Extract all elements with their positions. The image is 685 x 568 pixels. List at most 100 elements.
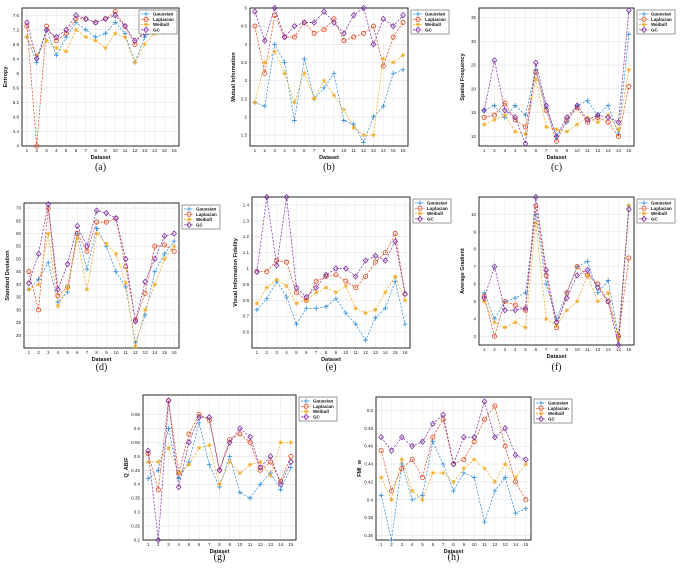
data-point xyxy=(502,325,508,330)
data-point xyxy=(616,127,621,132)
y-tick-label: 1 xyxy=(246,266,249,271)
data-point xyxy=(323,304,329,310)
data-point xyxy=(419,474,425,480)
data-point xyxy=(45,260,51,266)
data-point xyxy=(450,460,457,468)
x-tick-label: 9 xyxy=(335,350,338,355)
x-tick-label: 7 xyxy=(442,542,445,547)
data-point xyxy=(284,259,290,265)
data-point xyxy=(523,112,528,118)
data-point xyxy=(419,438,426,445)
data-point xyxy=(206,414,213,421)
panel-caption: (f) xyxy=(552,362,562,373)
data-point xyxy=(370,23,376,29)
legend-marker xyxy=(186,206,192,212)
x-tick-label: 14 xyxy=(152,148,158,153)
y-tick-label: 35 xyxy=(471,15,477,20)
data-point xyxy=(288,440,294,445)
data-point xyxy=(512,320,518,325)
data-point xyxy=(616,133,622,139)
x-tick-label: 2 xyxy=(493,347,496,352)
data-point xyxy=(512,103,518,108)
data-point xyxy=(34,60,40,65)
x-tick-label: 9 xyxy=(463,542,466,547)
x-tick-label: 2 xyxy=(37,350,40,355)
data-point xyxy=(24,19,30,26)
x-tick-label: 3 xyxy=(47,350,50,355)
y-tick-label: 0.25 xyxy=(131,524,140,529)
y-tick-label: 0.2 xyxy=(134,538,141,543)
data-point xyxy=(392,238,399,245)
data-point xyxy=(162,256,167,262)
data-point xyxy=(492,488,498,494)
data-point xyxy=(400,67,406,73)
data-point xyxy=(502,443,508,449)
legend-label: Laplacian xyxy=(548,406,569,411)
data-point xyxy=(166,445,171,451)
data-point xyxy=(461,457,467,463)
legend-label: Weibull xyxy=(651,211,667,216)
x-tick-label: 7 xyxy=(545,347,548,352)
data-point xyxy=(440,411,447,419)
data-point xyxy=(196,445,202,451)
y-tick-label: 5.6 xyxy=(13,85,20,90)
x-tick-label: 3 xyxy=(504,148,507,153)
data-point xyxy=(103,31,108,36)
data-point xyxy=(512,306,519,314)
data-point xyxy=(378,492,384,498)
data-point xyxy=(55,303,61,309)
x-tick-label: 3 xyxy=(275,350,278,355)
series-gc xyxy=(254,193,408,301)
data-point xyxy=(402,290,408,298)
legend-label: Weibull xyxy=(425,22,441,27)
x-tick-label: 14 xyxy=(383,350,389,355)
data-point xyxy=(155,487,161,493)
x-tick-label: 1 xyxy=(28,350,31,355)
x-tick-label: 10 xyxy=(113,148,119,153)
data-point xyxy=(502,425,509,432)
data-point xyxy=(361,30,367,36)
legend-label: GC xyxy=(425,28,433,33)
y-tick-label: 35 xyxy=(16,295,22,300)
legend-marker xyxy=(186,211,192,217)
data-point xyxy=(254,301,260,306)
legend-marker xyxy=(417,205,423,211)
x-tick-label: 10 xyxy=(472,542,478,547)
data-point xyxy=(461,466,467,471)
x-tick-label: 8 xyxy=(94,148,97,153)
x-tick-label: 9 xyxy=(104,148,107,153)
series-weibull xyxy=(145,440,294,487)
x-tick-label: 16 xyxy=(403,350,409,355)
data-point xyxy=(605,278,611,283)
data-point xyxy=(481,398,488,405)
y-tick-label: 0.8 xyxy=(243,298,250,303)
data-point xyxy=(43,26,50,33)
data-point xyxy=(409,497,415,503)
data-point xyxy=(264,285,270,290)
data-point xyxy=(33,55,40,63)
legend-marker xyxy=(538,415,544,423)
data-point xyxy=(142,34,148,40)
data-point xyxy=(113,31,118,36)
x-tick-label: 13 xyxy=(606,148,612,153)
x-tick-label: 12 xyxy=(492,542,498,547)
axes-frame xyxy=(375,396,532,541)
y-tick-label: 2.5 xyxy=(241,96,248,101)
data-point xyxy=(380,63,386,69)
series-gc xyxy=(145,397,294,544)
x-tick-label: 2 xyxy=(35,148,38,153)
data-point xyxy=(112,9,118,15)
legend-marker xyxy=(417,200,423,206)
y-tick-label: 0.55 xyxy=(131,440,140,445)
legend-marker xyxy=(417,211,423,216)
data-point xyxy=(378,475,384,480)
data-point xyxy=(323,285,329,290)
data-point xyxy=(292,118,297,123)
data-point xyxy=(303,293,310,301)
y-tick-label: 7 xyxy=(473,264,476,269)
legend-marker xyxy=(538,400,544,406)
y-axis-label: Mutual Information xyxy=(231,52,237,102)
data-point xyxy=(237,431,243,437)
data-point xyxy=(64,260,71,268)
